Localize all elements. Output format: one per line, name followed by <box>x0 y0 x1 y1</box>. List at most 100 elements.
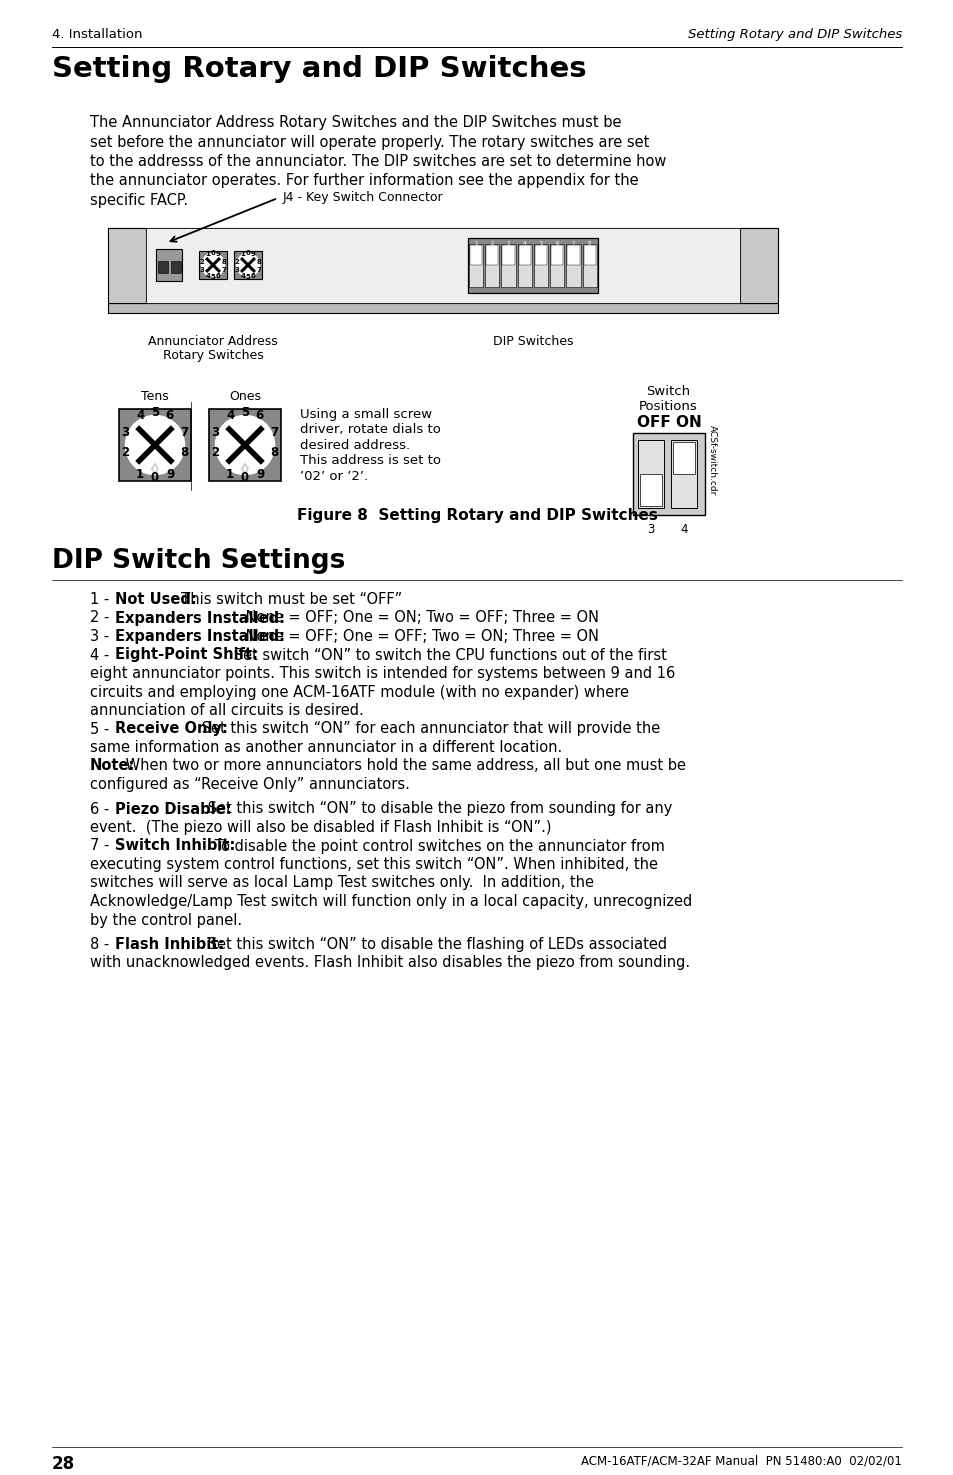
Text: ACM-16ATF/ACM-32AF Manual  PN 51480:A0  02/02/01: ACM-16ATF/ACM-32AF Manual PN 51480:A0 02… <box>580 1454 901 1468</box>
Text: 3 -: 3 - <box>90 628 113 645</box>
Text: 4. Installation: 4. Installation <box>52 28 142 41</box>
Text: 8: 8 <box>587 240 591 246</box>
Text: 8: 8 <box>180 447 189 459</box>
Text: 4: 4 <box>136 409 145 422</box>
Text: Tens: Tens <box>141 389 169 403</box>
Text: 4: 4 <box>240 273 245 279</box>
Text: 1: 1 <box>474 240 477 246</box>
Text: Rotary Switches: Rotary Switches <box>162 350 263 361</box>
FancyBboxPatch shape <box>158 261 168 273</box>
FancyBboxPatch shape <box>672 442 695 473</box>
Text: 2: 2 <box>234 260 239 266</box>
Text: 0: 0 <box>211 249 215 255</box>
Text: switches will serve as local Lamp Test switches only.  In addition, the: switches will serve as local Lamp Test s… <box>90 876 594 891</box>
FancyBboxPatch shape <box>582 243 597 288</box>
Text: Expanders Installed:: Expanders Installed: <box>115 611 285 625</box>
Text: event.  (The piezo will also be disabled if Flash Inhibit is “ON”.): event. (The piezo will also be disabled … <box>90 820 551 835</box>
Text: 5: 5 <box>151 406 159 419</box>
Text: Switch: Switch <box>645 385 689 398</box>
FancyBboxPatch shape <box>470 245 482 266</box>
Text: Ones: Ones <box>229 389 261 403</box>
FancyBboxPatch shape <box>638 440 663 507</box>
FancyBboxPatch shape <box>469 243 483 288</box>
FancyBboxPatch shape <box>550 243 564 288</box>
Text: 3: 3 <box>199 267 204 273</box>
Text: 8: 8 <box>221 260 227 266</box>
FancyBboxPatch shape <box>633 434 704 515</box>
FancyBboxPatch shape <box>108 229 146 302</box>
FancyBboxPatch shape <box>567 245 579 266</box>
Text: desired address.: desired address. <box>299 440 410 451</box>
FancyBboxPatch shape <box>199 251 227 279</box>
Text: 5: 5 <box>211 274 215 280</box>
Text: executing system control functions, set this switch “ON”. When inhibited, the: executing system control functions, set … <box>90 857 658 872</box>
Text: DIP Switches: DIP Switches <box>493 335 573 348</box>
FancyBboxPatch shape <box>171 261 181 273</box>
Text: 7: 7 <box>270 426 278 440</box>
Text: 9: 9 <box>215 251 220 257</box>
FancyBboxPatch shape <box>502 245 515 266</box>
Text: same information as another annunciator in a different location.: same information as another annunciator … <box>90 740 561 755</box>
Text: Using a small screw: Using a small screw <box>299 409 432 420</box>
FancyBboxPatch shape <box>740 229 778 302</box>
Text: 6: 6 <box>251 273 255 279</box>
Text: Expanders Installed:: Expanders Installed: <box>115 628 285 645</box>
Text: 28: 28 <box>52 1454 75 1474</box>
Text: None = OFF; One = OFF; Two = ON; Three = ON: None = OFF; One = OFF; Two = ON; Three =… <box>241 628 598 645</box>
Text: Annunciator Address: Annunciator Address <box>148 335 277 348</box>
Text: Piezo Disable:: Piezo Disable: <box>115 801 232 817</box>
Text: Eight-Point Shift:: Eight-Point Shift: <box>115 648 258 662</box>
Text: 4: 4 <box>226 409 234 422</box>
Text: 1: 1 <box>240 251 245 257</box>
Text: 3: 3 <box>212 426 219 440</box>
Text: Figure 8  Setting Rotary and DIP Switches: Figure 8 Setting Rotary and DIP Switches <box>296 507 657 524</box>
Text: 0: 0 <box>151 471 159 484</box>
Text: Positions: Positions <box>638 400 697 413</box>
Text: 1: 1 <box>135 468 144 481</box>
Text: set before the annunciator will operate properly. The rotary switches are set: set before the annunciator will operate … <box>90 134 649 149</box>
Text: the annunciator operates. For further information see the appendix for the: the annunciator operates. For further in… <box>90 174 638 189</box>
FancyBboxPatch shape <box>486 245 498 266</box>
Text: eight annunciator points. This switch is intended for systems between 9 and 16: eight annunciator points. This switch is… <box>90 667 675 681</box>
Text: This switch must be set “OFF”: This switch must be set “OFF” <box>172 591 402 608</box>
Circle shape <box>236 254 259 276</box>
FancyBboxPatch shape <box>534 243 548 288</box>
Text: 3: 3 <box>121 426 130 440</box>
Text: 4: 4 <box>522 240 526 246</box>
FancyBboxPatch shape <box>119 409 191 481</box>
Text: 6: 6 <box>555 240 558 246</box>
Text: 2: 2 <box>212 447 219 459</box>
Text: 4 -: 4 - <box>90 648 113 662</box>
Text: Note:: Note: <box>90 758 135 773</box>
Text: 7: 7 <box>256 267 261 273</box>
Text: driver, rotate dials to: driver, rotate dials to <box>299 423 440 437</box>
Text: Not Used:: Not Used: <box>115 591 196 608</box>
Text: 5: 5 <box>245 274 250 280</box>
Text: configured as “Receive Only” annunciators.: configured as “Receive Only” annunciator… <box>90 777 410 792</box>
Text: None = OFF; One = ON; Two = OFF; Three = ON: None = OFF; One = ON; Two = OFF; Three =… <box>241 611 598 625</box>
Text: 5: 5 <box>538 240 542 246</box>
FancyBboxPatch shape <box>535 245 547 266</box>
Text: 2: 2 <box>490 240 494 246</box>
Text: 8 -: 8 - <box>90 937 113 951</box>
Text: 8: 8 <box>270 447 278 459</box>
Text: Set switch “ON” to switch the CPU functions out of the first: Set switch “ON” to switch the CPU functi… <box>229 648 666 662</box>
Text: 6: 6 <box>215 273 220 279</box>
Text: circuits and employing one ACM-16ATF module (with no expander) where: circuits and employing one ACM-16ATF mod… <box>90 684 628 699</box>
Text: 2 -: 2 - <box>90 611 113 625</box>
Text: specific FACP.: specific FACP. <box>90 193 188 208</box>
FancyBboxPatch shape <box>485 243 499 288</box>
Circle shape <box>215 416 274 475</box>
Text: 5: 5 <box>240 406 249 419</box>
Text: To disable the point control switches on the annunciator from: To disable the point control switches on… <box>210 838 664 854</box>
Text: This address is set to: This address is set to <box>299 454 440 468</box>
Text: 1 -: 1 - <box>90 591 113 608</box>
Text: When two or more annunciators hold the same address, all but one must be: When two or more annunciators hold the s… <box>121 758 686 773</box>
Text: 3: 3 <box>647 524 654 535</box>
Text: 6: 6 <box>165 409 173 422</box>
Text: 4: 4 <box>205 273 210 279</box>
Text: 7: 7 <box>180 426 189 440</box>
FancyBboxPatch shape <box>233 251 262 279</box>
Text: 8: 8 <box>256 260 261 266</box>
Text: with unacknowledged events. Flash Inhibit also disables the piezo from sounding.: with unacknowledged events. Flash Inhibi… <box>90 956 689 971</box>
